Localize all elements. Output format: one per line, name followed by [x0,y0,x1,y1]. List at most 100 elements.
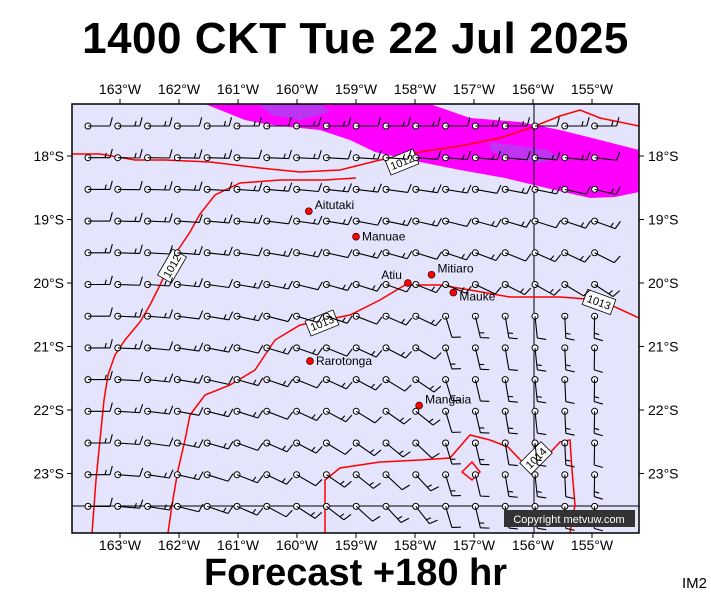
wind-barb [471,312,490,339]
wind-barb [84,370,113,384]
wind-barb [263,376,294,388]
wind-barb [561,249,591,263]
wind-barb [84,339,113,352]
longitude-label-bottom: 160°W [276,537,319,553]
wind-barb [293,248,323,258]
longitude-label-top: 157°W [453,81,496,97]
longitude-label-bottom: 163°W [99,537,142,553]
wind-barb [382,502,410,523]
copyright-box [504,510,635,527]
wind-barb [382,150,412,162]
wind-barb [173,374,204,384]
island-marker [427,270,436,279]
wind-barb [352,249,383,259]
wind-barb [561,185,591,195]
wind-barb [412,376,442,393]
wind-barb [591,312,604,342]
longitude-label-top: 161°W [217,81,260,97]
wind-barb [144,245,173,257]
latitude-labels-left: 18°S 19°S 20°S 21°S 22°S 23°S [33,148,72,482]
wind-barb [293,117,322,130]
island-manuae: Manuae [352,230,406,244]
wind-barb [442,281,472,294]
wind-barb [173,406,204,416]
wind-barb [233,247,263,257]
wind-barb [442,184,472,194]
island-marker [352,232,360,241]
wind-barb [442,439,461,465]
latitude-label-right: 18°S [648,148,679,164]
wind-barb [412,217,442,227]
wind-barb [322,281,353,291]
wind-barb [591,185,621,196]
wind-barb [501,151,531,162]
wind-barb [561,281,591,297]
wind-barb [412,407,441,426]
wind-barb [293,471,323,487]
wind-barb [531,407,547,436]
wind-barb [293,502,323,519]
map-code: IM2 [681,575,707,592]
wind-barb [173,181,203,193]
wind-barb [561,439,575,468]
wind-barb [352,502,381,522]
wind-barb [233,182,263,193]
wind-barb [263,280,293,290]
wind-barb [531,344,547,372]
wind-barb [144,213,173,225]
wind-barb [263,344,294,355]
wind-barb [293,150,322,162]
wind-barb [84,465,113,479]
wind-barb [352,150,382,162]
wind-barb [263,247,293,257]
wind-barb [442,344,461,370]
wind-barb [173,149,203,162]
island-mauke: Mauke [449,288,496,304]
forecast-label: Forecast +180 hr [203,552,508,594]
wind-barb [352,344,383,358]
latitude-label-right: 19°S [648,212,679,228]
island-marker [304,207,313,216]
wind-barb [84,275,113,288]
wind-barb [84,117,113,130]
wind-barb [114,372,144,384]
latitude-labels-right: 18°S 19°S 20°S 21°S 22°S 23°S [639,148,679,482]
wind-barb [591,217,621,230]
island-aitutaki: Aitutaki [304,198,354,216]
wind-barb [531,117,560,130]
wind-barb [531,185,562,195]
wind-barb [293,312,323,323]
wind-barb [144,373,174,384]
wind-barb [84,434,113,447]
isobar-1013 [167,284,640,534]
island-rarotonga: Rarotonga [306,354,372,368]
wind-barb [501,376,518,403]
wind-barb [203,343,234,353]
wind-barb [233,376,264,387]
wind-barb [501,281,532,296]
wind-barb [144,405,174,415]
wind-barb [233,117,262,130]
latitude-label-left: 22°S [33,402,64,418]
latitude-label-left: 18°S [33,148,64,164]
wind-barb [233,471,264,484]
wind-barb [203,214,233,225]
wind-barb [352,312,383,325]
wind-barb [203,439,234,450]
wind-barb [173,117,203,130]
island-label: Mauke [459,290,495,304]
wind-barb [352,216,383,226]
wind-barb [531,151,561,162]
wind-barb [591,407,604,437]
latitude-label-right: 20°S [648,275,679,291]
wind-barb [233,407,264,419]
longitude-label-top: 160°W [276,81,319,97]
wind-barb [591,439,604,469]
wind-barb [114,403,144,415]
wind-barb [471,217,502,228]
wind-barb [531,471,547,499]
wind-barb [233,214,263,225]
latitude-label-left: 20°S [33,275,64,291]
wind-barb [233,502,264,516]
